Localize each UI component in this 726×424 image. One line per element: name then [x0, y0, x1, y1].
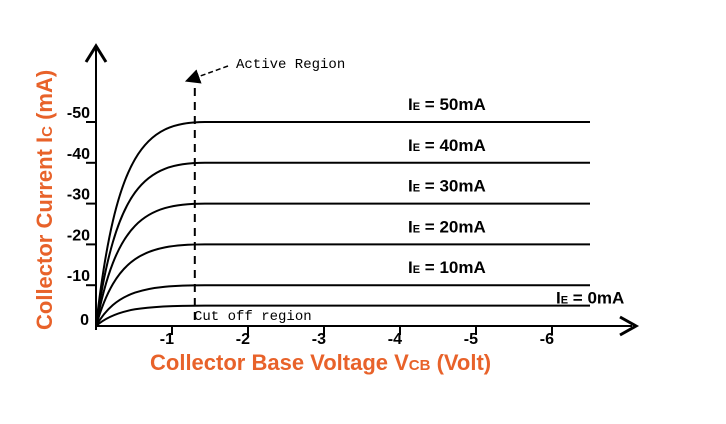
series-curve [95, 161, 590, 327]
x-tick-label: -4 [388, 331, 402, 348]
x-tick-label: -5 [464, 331, 478, 348]
series-curve [95, 202, 590, 327]
active-region-label: Active Region [236, 57, 345, 73]
series-label: IE = 20mA [408, 217, 486, 236]
y-tick-label: -40 [67, 146, 90, 163]
x-axis-arrow [619, 315, 640, 337]
x-tick-label: -6 [540, 331, 554, 348]
y-tick-label: -20 [67, 227, 90, 244]
y-tick-label: -10 [67, 268, 90, 285]
series-curve [95, 304, 590, 327]
x-tick-label: -3 [312, 331, 326, 348]
series-label: IE = 30mA [408, 177, 486, 196]
active-region-pointer [184, 65, 229, 84]
series-group [95, 121, 590, 327]
y-tick-label: -50 [67, 105, 90, 122]
x-axis-title-main: Collector Base Voltage V [150, 350, 409, 375]
cutoff-region-label: Cut off region [194, 309, 312, 325]
series-label: IE = 0mA [556, 289, 624, 308]
y-axis-arrow [84, 43, 108, 63]
y-axis-title-main: Collector Current I [32, 137, 57, 330]
series-label: IE = 40mA [408, 136, 486, 155]
x-axis-title-unit: (Volt) [430, 350, 491, 375]
x-axis-title: Collector Base Voltage VCB (Volt) [150, 350, 491, 375]
y-tick-group: 0 -10 -20 -30 -40 -50 [67, 105, 96, 329]
x-axis-title-sub: CB [409, 357, 431, 374]
series-curve [95, 284, 590, 327]
x-tick-group: -1 -2 -3 -4 -5 -6 [160, 326, 554, 348]
y-axis-title-unit: (mA) [32, 70, 57, 126]
series-label-group: IE = 50mA IE = 40mA IE = 30mA IE = 20mA IE =… [408, 95, 624, 308]
series-curve [95, 121, 590, 327]
y-tick-label: 0 [80, 312, 89, 329]
x-tick-label: -2 [236, 331, 250, 348]
y-tick-label: -30 [67, 187, 90, 204]
x-tick-label: -1 [160, 331, 174, 348]
y-axis-title: Collector Current IC (mA) [32, 70, 57, 330]
series-label: IE = 50mA [408, 95, 486, 114]
y-axis-title-sub: C [39, 126, 56, 137]
series-label: IE = 10mA [408, 258, 486, 277]
